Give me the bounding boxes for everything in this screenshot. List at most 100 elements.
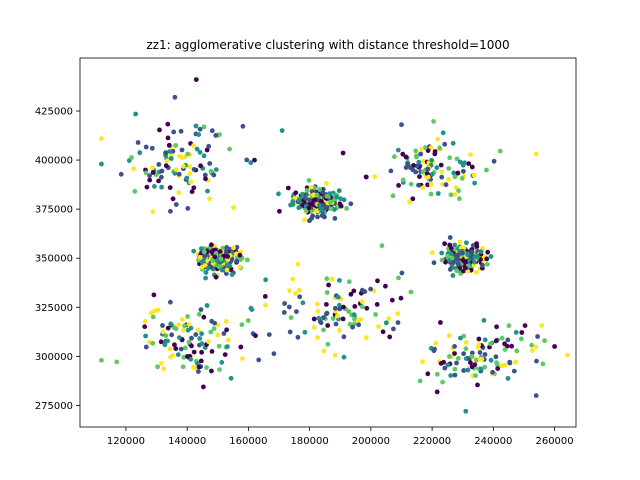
data-point (481, 318, 487, 323)
data-point (457, 239, 463, 245)
data-point (419, 146, 424, 152)
data-point (450, 273, 456, 278)
data-point (262, 294, 268, 299)
data-point (463, 340, 469, 345)
data-point (476, 336, 482, 342)
data-point (425, 174, 431, 180)
data-point (204, 303, 210, 308)
data-point (224, 327, 230, 333)
data-point (199, 246, 204, 252)
data-point (217, 249, 223, 255)
data-point (461, 245, 467, 251)
data-point (185, 327, 191, 333)
data-point (396, 275, 401, 281)
data-point (319, 199, 324, 204)
data-point (253, 333, 258, 339)
data-point (446, 333, 452, 338)
data-point (237, 252, 243, 258)
data-point (433, 340, 439, 346)
data-point (338, 196, 343, 202)
data-point (99, 357, 104, 363)
data-point (209, 368, 214, 374)
data-point (440, 130, 446, 136)
data-point (425, 182, 430, 188)
data-point (350, 324, 355, 330)
data-point (143, 144, 149, 150)
data-point (302, 217, 307, 223)
data-point (238, 344, 244, 350)
data-point (445, 253, 451, 259)
data-point (156, 162, 162, 167)
data-point (221, 331, 227, 336)
data-point (452, 174, 458, 180)
data-point (191, 248, 197, 254)
data-point (152, 308, 158, 314)
data-point (417, 174, 422, 180)
x-tick-label: 180000 (291, 436, 329, 447)
data-point (178, 346, 184, 352)
data-point (324, 311, 329, 317)
data-point (180, 364, 186, 370)
data-point (488, 341, 493, 347)
data-point (459, 176, 465, 181)
data-point (182, 323, 187, 329)
data-point (416, 182, 421, 188)
data-point (332, 305, 338, 311)
data-point (279, 128, 285, 134)
data-point (440, 379, 445, 385)
data-point (170, 196, 176, 202)
data-point (429, 250, 435, 256)
data-point (455, 170, 461, 176)
data-point (201, 124, 207, 130)
data-point (321, 348, 327, 354)
data-point (302, 329, 308, 335)
data-point (425, 371, 431, 377)
data-point (114, 359, 120, 365)
data-point (142, 318, 148, 324)
data-point (497, 148, 503, 154)
data-point (450, 140, 456, 146)
y-axis-ticks: 275000 300000 325000 350000 375000 400000 4250… (35, 106, 80, 412)
data-point (452, 366, 458, 372)
data-point (428, 181, 434, 187)
data-point (407, 165, 413, 170)
data-point (435, 136, 441, 142)
data-point (167, 346, 173, 352)
data-point (245, 257, 250, 263)
data-point (300, 192, 306, 197)
data-point (337, 302, 342, 308)
data-point (249, 307, 255, 312)
data-point (451, 170, 457, 176)
data-point (306, 178, 312, 183)
data-point (176, 322, 182, 328)
data-point (296, 287, 302, 293)
data-point (499, 335, 505, 341)
data-point (160, 323, 165, 328)
data-point (282, 301, 287, 306)
data-point (212, 254, 218, 260)
data-point (263, 302, 268, 308)
data-point (448, 373, 454, 378)
data-point (463, 408, 469, 414)
data-point (482, 364, 488, 370)
data-point (195, 327, 201, 333)
data-point (148, 310, 154, 316)
data-point (252, 157, 257, 163)
data-point (431, 119, 436, 124)
data-point (163, 150, 169, 156)
data-point (181, 327, 187, 333)
data-point (533, 344, 539, 350)
data-point (465, 252, 471, 258)
data-point (191, 365, 196, 370)
data-point (295, 334, 301, 340)
data-point (133, 111, 139, 117)
data-point (383, 283, 388, 289)
data-point (311, 325, 317, 330)
points-layer (99, 77, 570, 414)
data-point (326, 282, 331, 288)
data-point (294, 309, 299, 314)
data-point (329, 276, 335, 282)
data-point (201, 314, 207, 320)
data-point (169, 332, 175, 338)
data-point (364, 305, 370, 311)
